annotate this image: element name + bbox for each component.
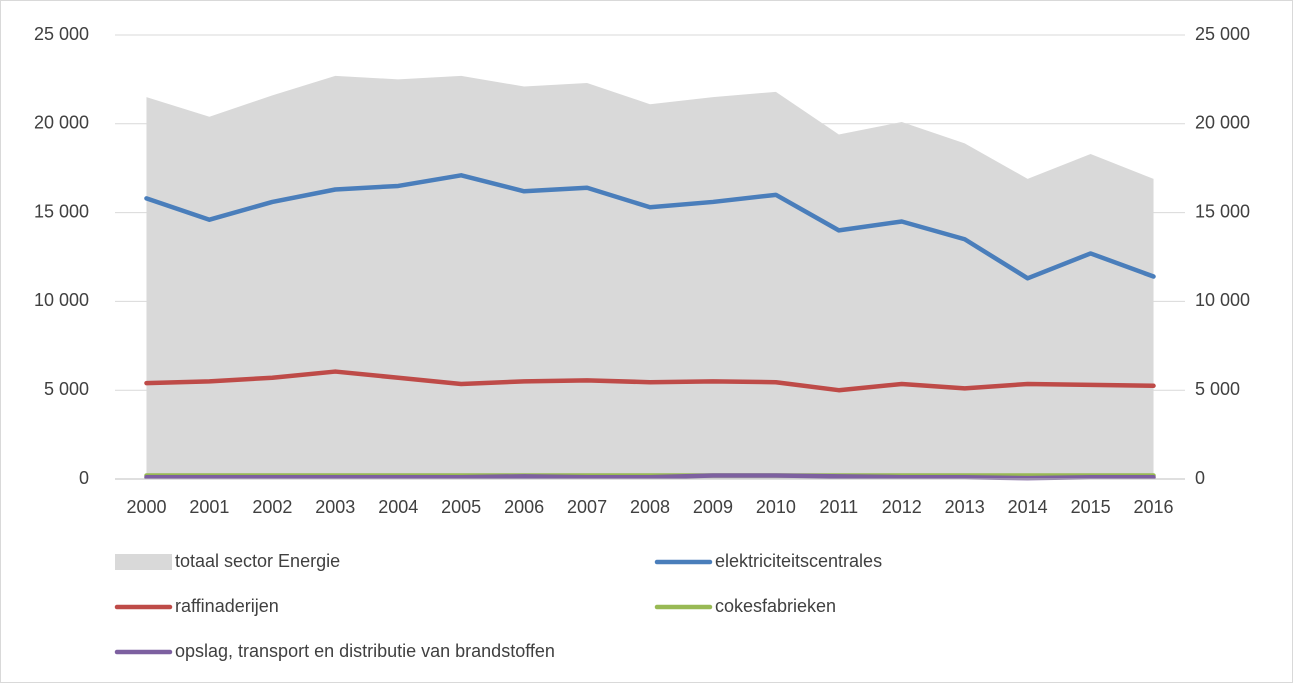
x-tick-label: 2011 [819,497,858,517]
y-tick-label: 20 000 [34,113,89,133]
x-tick-label: 2001 [189,497,229,517]
x-tick-label: 2012 [882,497,922,517]
x-tick-label: 2009 [693,497,733,517]
y2-tick-label: 25 000 [1195,24,1250,44]
legend-label: raffinaderijen [175,596,279,616]
legend-label: totaal sector Energie [175,551,340,571]
y2-tick-label: 5 000 [1195,379,1240,399]
x-tick-label: 2008 [630,497,670,517]
y-tick-label: 25 000 [34,24,89,44]
line [144,473,1156,481]
y-tick-label: 15 000 [34,201,89,221]
x-tick-label: 2003 [315,497,355,517]
x-tick-label: 2000 [126,497,166,517]
x-tick-label: 2004 [378,497,418,517]
y2-tick-label: 15 000 [1195,201,1250,221]
x-tick-label: 2006 [504,497,544,517]
y2-tick-label: 10 000 [1195,290,1250,310]
x-tick-label: 2007 [567,497,607,517]
x-tick-label: 2015 [1071,497,1111,517]
x-tick-label: 2010 [756,497,796,517]
legend-label: opslag, transport en distributie van bra… [175,641,555,661]
y-tick-label: 0 [79,468,89,488]
x-tick-label: 2014 [1008,497,1048,517]
y2-tick-label: 20 000 [1195,113,1250,133]
x-tick-label: 2002 [252,497,292,517]
legend-label: cokesfabrieken [715,596,836,616]
y-tick-label: 10 000 [34,290,89,310]
legend-swatch [115,554,172,570]
x-tick-label: 2005 [441,497,481,517]
line [144,173,1156,281]
y2-tick-label: 0 [1195,468,1205,488]
line [144,369,1156,393]
x-tick-label: 2016 [1134,497,1174,517]
x-tick-label: 2013 [945,497,985,517]
y-tick-label: 5 000 [44,379,89,399]
legend-label: elektriciteitscentrales [715,551,882,571]
